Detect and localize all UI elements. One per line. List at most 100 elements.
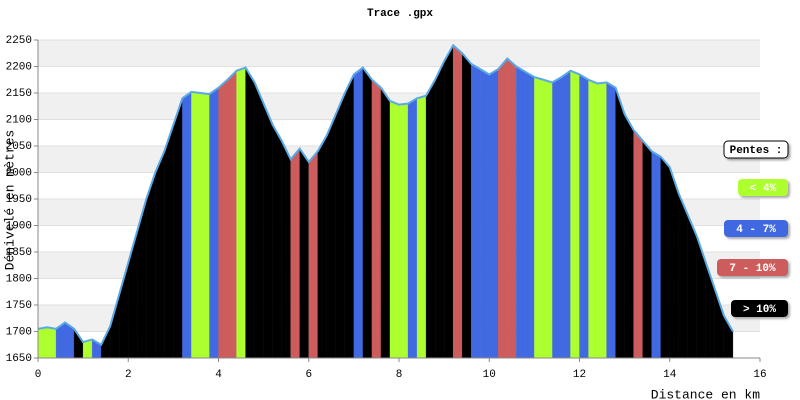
x-tick-label: 8	[396, 369, 403, 381]
x-tick-label: 12	[573, 369, 586, 381]
legend-title-box	[723, 140, 789, 159]
slope-segment	[46, 327, 57, 359]
y-tick-label: 1850	[6, 247, 32, 259]
x-tick-label: 2	[125, 369, 132, 381]
slope-segment	[534, 76, 544, 359]
slope-segment	[425, 79, 436, 359]
grid-band	[38, 66, 760, 93]
slope-segment	[471, 63, 481, 359]
x-axis-title: Distance en km	[651, 387, 760, 400]
slope-segment	[272, 124, 282, 359]
slope-segment	[561, 70, 571, 359]
area	[37, 43, 734, 359]
slope-segment	[164, 124, 174, 359]
slope-segment	[371, 79, 382, 359]
y-tick-label: 2150	[6, 88, 32, 100]
slope-segment	[263, 103, 273, 359]
slope-segment	[543, 79, 553, 359]
slope-segment	[191, 91, 201, 359]
legend: Pentes : < 4% 4 - 7% 7 - 10% > 10%	[717, 140, 789, 317]
slope-segment	[434, 61, 445, 359]
legend-label: < 4%	[750, 183, 777, 195]
y-tick-label: 1800	[6, 273, 32, 285]
slope-segment	[290, 148, 300, 359]
slope-segment	[597, 82, 607, 359]
y-tick-label: 1950	[6, 194, 32, 206]
slope-segment	[416, 95, 427, 359]
slope-segment	[308, 150, 318, 359]
slope-segment	[525, 71, 535, 359]
slope-segment	[669, 167, 679, 359]
axes: 1650170017501800185019001950200020502100…	[6, 35, 767, 381]
legend-label: 7 - 10%	[729, 263, 776, 275]
slope-segment	[480, 68, 490, 359]
slope-segment	[606, 82, 616, 359]
slope-segment	[452, 44, 463, 359]
y-tick-label: 2050	[6, 141, 32, 153]
legend-swatch	[724, 220, 788, 237]
slope-segment	[182, 91, 192, 359]
slope-segment	[299, 148, 309, 359]
slope-segment	[651, 151, 661, 359]
y-tick-label: 2200	[6, 61, 32, 73]
legend-swatch	[717, 259, 788, 276]
profile-line	[37, 43, 734, 347]
slope-segment	[173, 98, 183, 359]
slope-segment	[344, 74, 355, 359]
x-tick-label: 4	[215, 369, 222, 381]
slope-segment	[236, 67, 246, 359]
grid-band	[38, 40, 760, 67]
y-axis-title: Dénivelé en mètres	[2, 130, 17, 270]
legend-title: Pentes :	[730, 145, 783, 157]
legend-swatch	[731, 300, 788, 317]
slope-segment	[507, 58, 517, 359]
x-tick-label: 10	[483, 369, 496, 381]
slope-segment	[462, 52, 472, 359]
y-tick-label: 1650	[6, 353, 32, 365]
y-tick-label: 2000	[6, 167, 32, 179]
y-tick-label: 1700	[6, 326, 32, 338]
slope-segment	[380, 87, 391, 359]
legend-swatch	[738, 179, 788, 196]
legend-label: 4 - 7%	[736, 224, 776, 236]
slope-segment	[398, 103, 409, 359]
slope-segment	[227, 70, 237, 359]
slope-segment	[317, 134, 327, 359]
slope-segment	[678, 193, 688, 359]
legend-label: > 10%	[743, 304, 776, 316]
slope-segment	[37, 327, 48, 359]
x-tick-label: 16	[753, 369, 766, 381]
slope-segment	[579, 74, 589, 359]
slope-segment	[624, 113, 634, 359]
slope-segment	[335, 92, 346, 359]
slope-segment	[615, 87, 625, 359]
slope-segment	[660, 156, 670, 359]
slope-segment	[389, 100, 400, 359]
slope-segment	[642, 140, 652, 359]
slope-segment	[489, 68, 499, 359]
slope-segment	[155, 151, 165, 359]
y-tick-label: 2250	[6, 35, 32, 47]
slope-segment	[353, 67, 364, 359]
slope-segment	[245, 67, 255, 359]
slope-segment	[326, 114, 336, 359]
x-tick-label: 14	[663, 369, 677, 381]
y-tick-label: 2100	[6, 114, 32, 126]
slope-segment	[633, 129, 643, 359]
slope-segment	[407, 98, 418, 359]
slope-segment	[281, 140, 291, 359]
slope-segment	[218, 79, 228, 359]
slope-segment	[254, 82, 264, 359]
x-tick-label: 6	[305, 369, 312, 381]
slope-segment	[443, 44, 454, 359]
slope-segment	[552, 76, 562, 359]
x-tick-label: 0	[35, 369, 42, 381]
slope-segment	[209, 87, 219, 359]
y-tick-label: 1900	[6, 220, 32, 232]
chart-title: Trace .gpx	[367, 8, 433, 20]
slope-segment	[498, 58, 508, 359]
slope-segment	[362, 67, 373, 359]
slope-segment	[146, 172, 156, 359]
